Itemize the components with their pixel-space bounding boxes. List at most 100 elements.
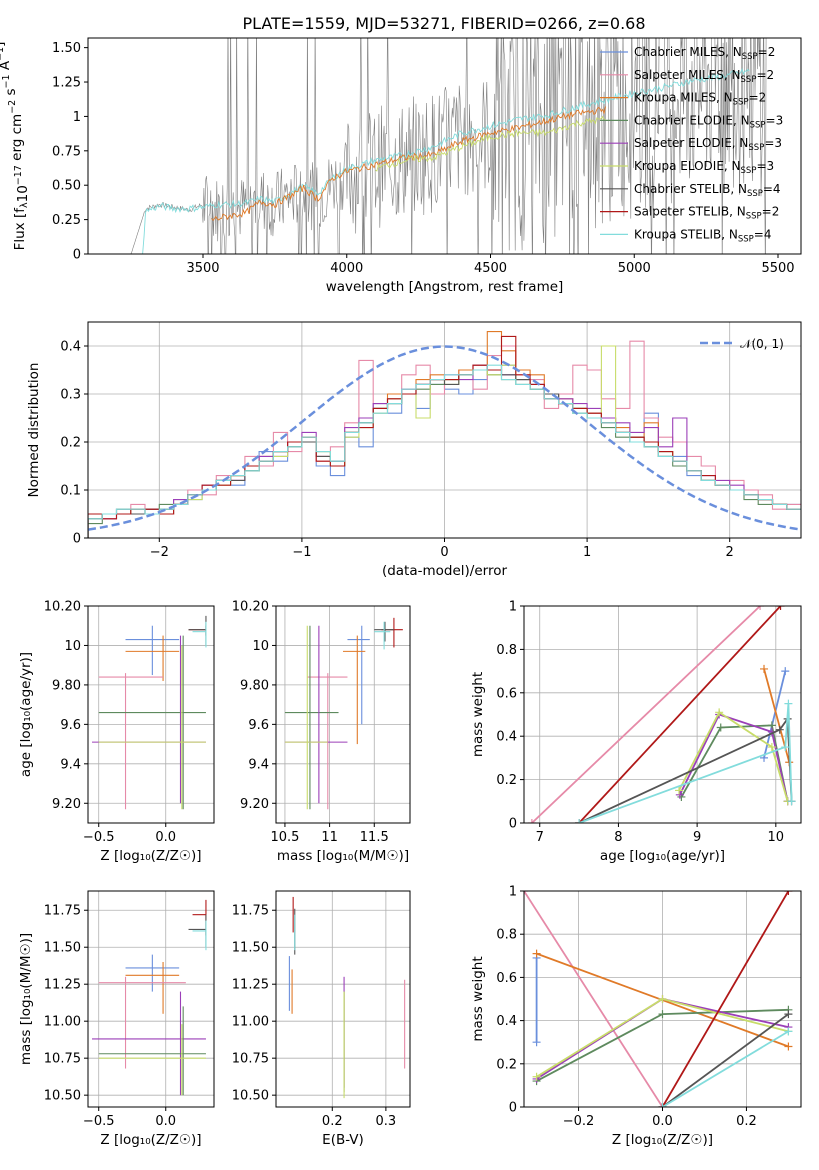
y-tick-label: 11.75: [232, 904, 269, 919]
plot-area: [524, 891, 793, 1107]
y-tick-label: 10.75: [232, 1052, 269, 1067]
weight-line: [578, 703, 793, 823]
weight-marker: [760, 664, 769, 673]
y-tick-label: 11.50: [232, 941, 269, 956]
y-tick-label: 9.6: [60, 718, 81, 733]
x-tick-label: −2: [150, 545, 169, 560]
legend-sub: SSP: [738, 234, 754, 244]
mass-vs-ebv-panel: 0.2 0.3 10.50 10.75 11.00 11.25 11.50 11.75 E(B-…: [232, 890, 411, 1148]
weight-line: [524, 891, 664, 1107]
weight-line: [661, 891, 790, 1107]
x-tick-label: 7: [536, 830, 544, 845]
y-tick-label: 0.8: [496, 643, 517, 658]
weight-marker: [532, 1038, 541, 1047]
x-tick-label: 3500: [186, 261, 219, 276]
y-tick-label: 11.50: [44, 941, 81, 956]
y-tick-label: 10.20: [44, 600, 81, 615]
weight-marker: [575, 819, 584, 823]
weight-marker: [527, 819, 536, 823]
y-tick-label: 1: [509, 885, 517, 900]
weight-line: [578, 606, 782, 823]
legend-label: Salpeter STELIB, NSSP=2: [634, 205, 779, 222]
legend-sub: SSP: [750, 120, 766, 130]
y-axis-label: age [log₁₀(age/yr)]: [18, 652, 34, 777]
x-tick-label: 0.2: [322, 1114, 343, 1129]
weight-marker: [767, 743, 776, 752]
x-axis-label: E(B-V): [322, 1132, 364, 1148]
weight-marker: [781, 743, 790, 752]
y-label-part: A: [0, 60, 13, 74]
legend-label: Salpeter MILES, NSSP=2: [634, 68, 774, 85]
weight-marker: [784, 1042, 793, 1051]
y-label-part: −1: [0, 47, 6, 61]
y-tick-label: 0.8: [496, 928, 517, 943]
y-tick-label: 0: [509, 817, 517, 832]
y-tick-label: 9.4: [60, 757, 81, 772]
x-tick-label: 9: [693, 830, 701, 845]
x-axis-label: wavelength [Angstrom, rest frame]: [326, 279, 564, 295]
y-tick-label: 10.50: [232, 1089, 269, 1104]
axes-frame: [87, 605, 215, 824]
x-axis-label: Z [log₁₀(Z/Z☉)]: [612, 1132, 713, 1148]
x-tick-label: 0.3: [376, 1114, 397, 1129]
weight-marker: [784, 1027, 793, 1036]
legend-name: Kroupa STELIB, N: [634, 227, 738, 241]
age-vs-mass-panel: 10.5 11 11.5 9.20 9.4 9.6 9.80 10 10.20 mass [log…: [232, 600, 411, 864]
weight-line: [662, 1030, 789, 1107]
y-tick-label: 0.4: [496, 730, 517, 745]
legend-label: Kroupa STELIB, NSSP=4: [634, 227, 772, 244]
legend-name: Chabrier STELIB, N: [634, 182, 747, 196]
x-tick-label: 10.5: [270, 830, 299, 845]
weight-marker: [756, 606, 765, 610]
legend-label: Salpeter ELODIE, NSSP=3: [634, 136, 782, 153]
weight-marker: [776, 606, 785, 610]
y-tick-label: 0.3: [60, 388, 81, 403]
data-spectrum-line: [116, 38, 767, 254]
y-tick-label: 10.75: [44, 1052, 81, 1067]
y-axis-label: mass weight: [470, 672, 486, 757]
y-tick-label: 9.20: [240, 797, 269, 812]
plot-area: [92, 615, 207, 810]
weight-marker: [658, 1010, 667, 1019]
y-label-part: λ: [19, 202, 30, 208]
y-tick-label: 9.80: [240, 678, 269, 693]
spectrum-panel: 3500 4000 4500 5000 5500 0 0.25 0.50 0.75 1 1.25 1.…: [0, 37, 802, 295]
y-tick-label: 10: [64, 639, 81, 654]
weight-marker: [784, 699, 793, 708]
y-tick-label: 11.75: [44, 904, 81, 919]
weight-marker: [658, 995, 667, 1003]
x-tick-label: 8: [614, 830, 622, 845]
x-tick-label: 1: [583, 545, 591, 560]
y-tick-label: 9.20: [52, 797, 81, 812]
model-spectrum-line: [211, 106, 606, 222]
y-tick-label: 1.50: [52, 41, 81, 56]
weight-marker: [715, 708, 724, 717]
legend-sub: SSP: [746, 212, 762, 222]
weight-marker: [658, 1103, 667, 1107]
y-tick-label: 9.80: [52, 678, 81, 693]
legend-label: Kroupa ELODIE, NSSP=3: [634, 159, 774, 176]
weight-marker: [784, 891, 793, 895]
y-tick-label: 0.6: [496, 686, 517, 701]
plot-area: [527, 606, 796, 823]
legend-n: =3: [756, 159, 774, 173]
y-axis-label: Normed distribution: [26, 363, 42, 498]
weight-line: [531, 606, 761, 823]
weight-marker: [532, 1072, 541, 1081]
x-tick-label: 0.0: [652, 1114, 673, 1129]
legend-sub: SSP: [733, 98, 749, 108]
weight-vs-z-panel: −0.2 0.0 0.2 0 0.2 0.4 0.6 0.8 1 Z [log₁₀(Z/Z☉)] m…: [470, 885, 802, 1148]
x-axis-label: Z [log₁₀(Z/Z☉)]: [100, 848, 201, 864]
legend-sub: SSP: [741, 75, 757, 85]
y-tick-label: 11.00: [232, 1015, 269, 1030]
y-axis-label: mass [log₁₀(M/M☉)]: [18, 933, 34, 1065]
y-tick-label: 0.25: [52, 213, 81, 228]
plot-area: [288, 896, 406, 1099]
x-tick-label: 10: [768, 830, 785, 845]
x-tick-label: −0.5: [83, 830, 115, 845]
y-tick-label: 11.00: [44, 1015, 81, 1030]
y-label-part: s: [3, 88, 19, 99]
weight-vs-age-panel: 7 8 9 10 0 0.2 0.4 0.6 0.8 1 age [log₁₀(age/yr)] ma…: [470, 600, 802, 864]
legend-name: Kroupa MILES, N: [634, 91, 733, 105]
